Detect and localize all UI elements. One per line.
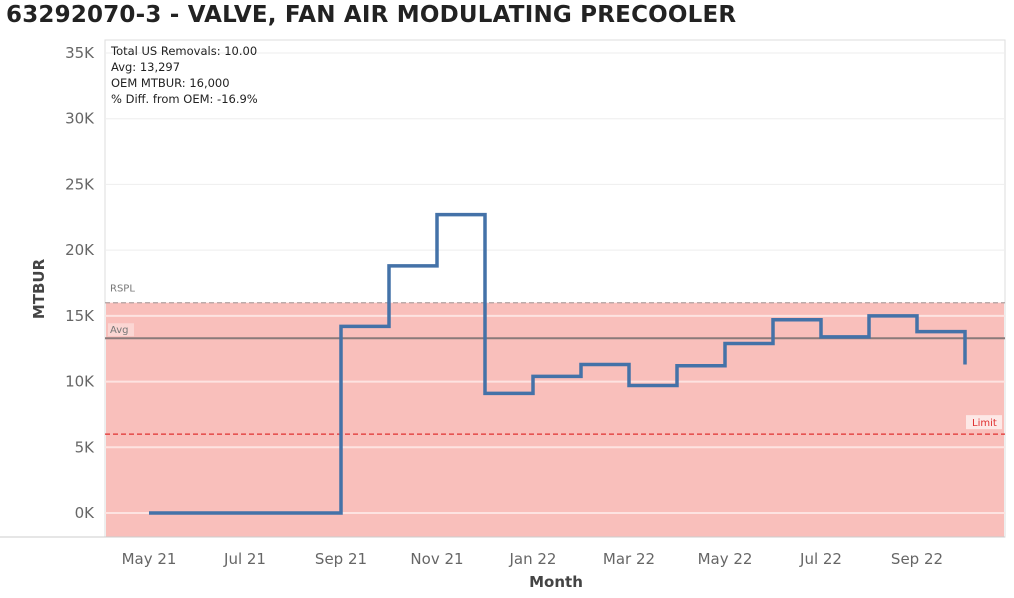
x-tick-label: Sep 22 <box>891 550 943 568</box>
band-rspl <box>106 302 1004 537</box>
x-tick-label: Nov 21 <box>410 550 463 568</box>
x-tick-label: May 22 <box>698 550 753 568</box>
annotation-line: Total US Removals: 10.00 <box>110 44 257 58</box>
x-tick-label: Mar 22 <box>603 550 655 568</box>
annotation-line: Avg: 13,297 <box>111 60 180 74</box>
mtbur-step-line <box>149 212 967 515</box>
y-axis-label: MTBUR <box>30 258 48 319</box>
x-tick-label: Jul 22 <box>799 550 842 568</box>
annotation-line: OEM MTBUR: 16,000 <box>111 76 230 90</box>
ref-label-limit: Limit <box>972 418 997 429</box>
x-axis-label: Month <box>529 573 583 591</box>
chart-title: 63292070-3 - VALVE, FAN AIR MODULATING P… <box>6 2 737 28</box>
y-tick-label: 35K <box>65 44 95 62</box>
y-tick-label: 5K <box>75 438 96 456</box>
y-tick-label: 30K <box>65 110 95 128</box>
x-tick-label: May 21 <box>122 550 177 568</box>
ref-label-rspl: RSPL <box>110 284 135 295</box>
x-tick-label: Jul 21 <box>223 550 266 568</box>
x-tick-label: Sep 21 <box>315 550 367 568</box>
y-tick-label: 0K <box>75 504 96 522</box>
ref-label-bg <box>966 415 1002 430</box>
y-tick-label: 10K <box>65 373 95 391</box>
y-tick-label: 25K <box>65 175 95 193</box>
ref-label-bg <box>108 323 134 337</box>
y-tick-label: 15K <box>65 307 95 325</box>
y-tick-label: 20K <box>65 241 95 259</box>
ref-label-avg: Avg <box>110 325 129 336</box>
annotation-line: % Diff. from OEM: -16.9% <box>111 92 258 106</box>
x-tick-label: Jan 22 <box>509 550 557 568</box>
